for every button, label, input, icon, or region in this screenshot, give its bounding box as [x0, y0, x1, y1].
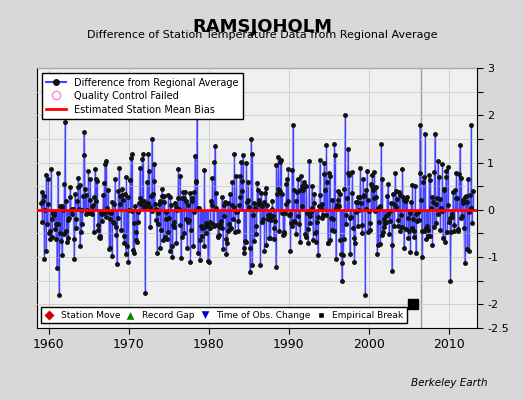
- Legend: Station Move, Record Gap, Time of Obs. Change, Empirical Break: Station Move, Record Gap, Time of Obs. C…: [41, 307, 407, 324]
- Text: Difference of Station Temperature Data from Regional Average: Difference of Station Temperature Data f…: [87, 30, 437, 40]
- Text: Berkeley Earth: Berkeley Earth: [411, 378, 487, 388]
- Text: RAMSJOHOLM: RAMSJOHOLM: [192, 18, 332, 36]
